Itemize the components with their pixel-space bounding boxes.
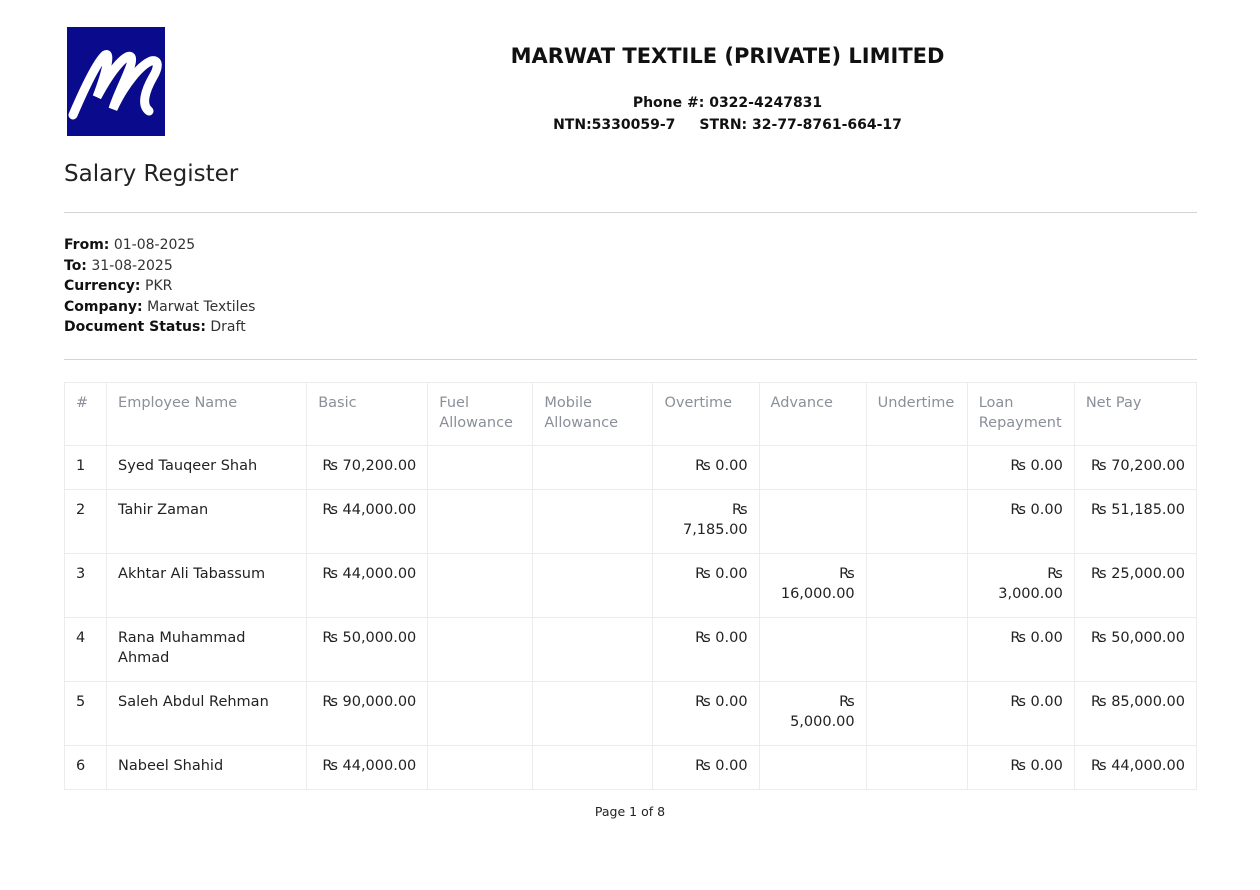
column-header: Net Pay (1073, 382, 1198, 446)
table-cell: Tahir Zaman (106, 489, 308, 554)
column-header: Overtime (652, 382, 760, 446)
table-cell: ₨ 0.00 (966, 445, 1075, 490)
table-cell (532, 617, 654, 682)
table-cell (427, 617, 534, 682)
table-cell: ₨ 44,000.00 (306, 489, 429, 554)
table-row: 6 Nabeel Shahid ₨ 44,000.00 ₨ 0.00 ₨ 0.00 ₨ 4… (63, 745, 1198, 790)
table-cell (427, 745, 534, 790)
divider (64, 359, 1197, 360)
table-cell: ₨ 44,000.00 (306, 745, 429, 790)
company-logo (67, 27, 165, 136)
page-title: Salary Register (64, 161, 239, 187)
meta-currency: Currency: PKR (64, 278, 173, 294)
table-cell: ₨ 25,000.00 (1073, 553, 1198, 618)
meta-to: To: 31-08-2025 (64, 257, 173, 274)
table-cell (865, 617, 968, 682)
table-cell: Akhtar Ali Tabassum (106, 553, 308, 618)
table-cell: ₨ 5,000.00 (758, 681, 867, 746)
column-header: Basic (306, 382, 429, 446)
ntn: NTN:5330059-7 (553, 117, 676, 133)
table-cell: ₨ 0.00 (966, 617, 1075, 682)
table-cell: ₨ 3,000.00 (966, 553, 1075, 618)
report-filters: From: 01-08-2025 To: 31-08-2025 Currency… (64, 235, 255, 338)
salary-table: # Employee Name Basic Fuel Allowance Mobile … (63, 382, 1198, 790)
table-header-row: # Employee Name Basic Fuel Allowance Mobile … (63, 382, 1198, 446)
column-header: Fuel Allowance (427, 382, 534, 446)
table-cell: ₨ 0.00 (652, 681, 760, 746)
table-cell: ₨ 0.00 (652, 745, 760, 790)
table-cell (865, 745, 968, 790)
column-header: # (63, 382, 108, 446)
table-cell: Syed Tauqeer Shah (106, 445, 308, 490)
table-cell (532, 745, 654, 790)
meta-status: Document Status: Draft (64, 319, 246, 335)
table-row: 4 Rana Muhammad Ahmad ₨ 50,000.00 ₨ 0.00 ₨ 0… (63, 617, 1198, 682)
table-cell: ₨ 50,000.00 (306, 617, 429, 682)
meta-from: From: 01-08-2025 (64, 237, 196, 253)
table-cell (532, 553, 654, 618)
table-cell: 2 (63, 489, 108, 554)
column-header: Employee Name (106, 382, 308, 446)
table-cell (865, 681, 968, 746)
table-cell (427, 681, 534, 746)
divider (64, 212, 1197, 213)
table-row: 3 Akhtar Ali Tabassum ₨ 44,000.00 ₨ 0.00 ₨ 1… (63, 553, 1198, 618)
phone-number: Phone #: 0322-4247831 (632, 95, 823, 111)
table-cell: Rana Muhammad Ahmad (106, 617, 308, 682)
table-cell: ₨ 90,000.00 (306, 681, 429, 746)
table-cell: 5 (63, 681, 108, 746)
table-cell: ₨ 50,000.00 (1073, 617, 1198, 682)
table-cell (532, 681, 654, 746)
table-cell: ₨ 0.00 (652, 617, 760, 682)
table-cell (532, 445, 654, 490)
table-cell: ₨ 0.00 (966, 745, 1075, 790)
company-name: MARWAT TEXTILE (PRIVATE) LIMITED (510, 44, 945, 68)
table-cell: ₨ 44,000.00 (1073, 745, 1198, 790)
table-cell: 6 (63, 745, 108, 790)
column-header: Loan Repayment (966, 382, 1075, 446)
table-cell: ₨ 70,200.00 (1073, 445, 1198, 490)
table-cell (865, 445, 968, 490)
table-row: 2 Tahir Zaman ₨ 44,000.00 ₨ 7,185.00 ₨ 0.00 ₨… (63, 489, 1198, 554)
table-cell: Nabeel Shahid (106, 745, 308, 790)
table-cell (532, 489, 654, 554)
table-cell: ₨ 51,185.00 (1073, 489, 1198, 554)
table-cell (758, 745, 867, 790)
strn: STRN: 32-77-8761-664-17 (699, 117, 902, 133)
table-cell: Saleh Abdul Rehman (106, 681, 308, 746)
column-header: Undertime (865, 382, 968, 446)
table-cell: ₨ 44,000.00 (306, 553, 429, 618)
table-cell (758, 489, 867, 554)
table-cell (865, 489, 968, 554)
table-cell: ₨ 16,000.00 (758, 553, 867, 618)
table-row: 1 Syed Tauqeer Shah ₨ 70,200.00 ₨ 0.00 ₨ 0.0… (63, 445, 1198, 490)
page-number: Page 1 of 8 (594, 804, 666, 819)
table-cell (758, 445, 867, 490)
table-cell (427, 553, 534, 618)
table-cell: 3 (63, 553, 108, 618)
table-cell: 4 (63, 617, 108, 682)
logo-m-icon (68, 50, 162, 120)
table-cell (758, 617, 867, 682)
table-cell (865, 553, 968, 618)
table-cell (427, 445, 534, 490)
column-header: Advance (758, 382, 867, 446)
table-row: 5 Saleh Abdul Rehman ₨ 90,000.00 ₨ 0.00 ₨ 5,… (63, 681, 1198, 746)
company-contact: Phone #: 0322-4247831 NTN:5330059-7 STRN:… (430, 92, 1025, 136)
table-cell: ₨ 0.00 (966, 489, 1075, 554)
table-cell: ₨ 0.00 (652, 445, 760, 490)
column-header: Mobile Allowance (532, 382, 654, 446)
meta-company: Company: Marwat Textiles (64, 298, 256, 315)
table-cell: ₨ 0.00 (966, 681, 1075, 746)
table-cell: ₨ 0.00 (652, 553, 760, 618)
table-cell (427, 489, 534, 554)
table-cell: ₨ 7,185.00 (652, 489, 760, 554)
table-cell: 1 (63, 445, 108, 490)
table-cell: ₨ 85,000.00 (1073, 681, 1198, 746)
table-cell: ₨ 70,200.00 (306, 445, 429, 490)
